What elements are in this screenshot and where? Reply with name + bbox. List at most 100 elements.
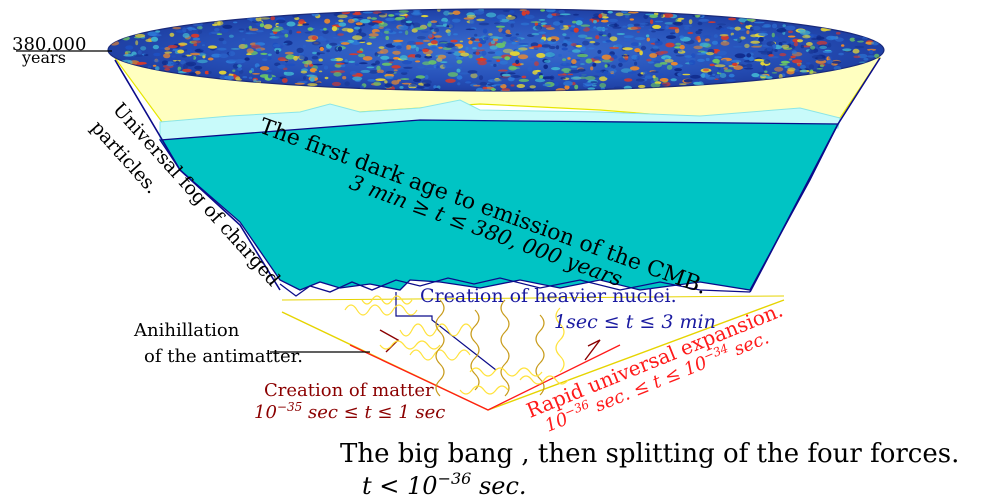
cmb-speckle-dot	[388, 30, 394, 33]
cmb-speckle-dot	[652, 46, 659, 50]
cmb-speckle-dot	[765, 76, 773, 79]
cmb-speckle-dot	[459, 40, 464, 43]
cmb-speckle-dot	[447, 72, 459, 77]
cmb-speckle-dot	[723, 67, 728, 70]
cmb-speckle-dot	[560, 77, 566, 80]
cmb-speckle-dot	[688, 19, 693, 25]
cmb-speckle-dot	[201, 44, 206, 47]
cmb-speckle-dot	[799, 30, 811, 35]
cmb-speckle-dot	[216, 47, 227, 51]
cmb-speckle-dot	[800, 44, 804, 49]
cmb-speckle-dot	[495, 42, 506, 49]
cmb-speckle-dot	[368, 36, 377, 39]
cmb-speckle-dot	[449, 23, 455, 29]
cmb-speckle-dot	[352, 12, 362, 16]
cmb-speckle-dot	[624, 55, 629, 61]
cmb-speckle-dot	[519, 9, 528, 12]
cmb-speckle-dot	[510, 84, 515, 87]
cmb-speckle-dot	[571, 33, 576, 38]
cmb-speckle-dot	[368, 33, 379, 37]
cmb-speckle-dot	[454, 43, 463, 47]
cmb-speckle-dot	[424, 55, 433, 59]
cmb-speckle-dot	[625, 14, 629, 19]
cmb-speckle-dot	[228, 51, 236, 57]
cmb-speckle-dot	[510, 75, 521, 78]
cmb-speckle-dot	[524, 14, 535, 20]
cmb-speckle-dot	[190, 40, 202, 44]
cmb-speckle-dot	[153, 52, 161, 57]
cmb-speckle-dot	[218, 53, 229, 59]
matter-title-label: Creation of matter	[264, 380, 434, 401]
cmb-speckle-dot	[354, 19, 362, 22]
cmb-speckle-dot	[706, 76, 716, 80]
cmb-speckle-dot	[490, 88, 496, 91]
cmb-speckle-dot	[612, 26, 622, 29]
cmb-speckle-dot	[259, 23, 265, 28]
cmb-speckle-dot	[270, 16, 276, 21]
cmb-speckle-dot	[182, 68, 192, 73]
cmb-speckle-dot	[695, 36, 701, 41]
cmb-speckle-dot	[630, 26, 642, 30]
cmb-speckle-dot	[337, 14, 348, 19]
cmb-speckle-dot	[377, 22, 388, 27]
cmb-speckle-dot	[335, 22, 340, 25]
cmb-speckle-dot	[218, 70, 227, 75]
cmb-speckle-dot	[411, 12, 423, 16]
cmb-speckle-dot	[564, 84, 570, 90]
cmb-speckle-dot	[871, 41, 879, 46]
cmb-speckle-dot	[437, 43, 449, 47]
cmb-speckle-dot	[466, 14, 477, 19]
cmb-speckle-dot	[371, 25, 378, 29]
cmb-speckle-dot	[806, 42, 813, 46]
cmb-speckle-dot	[629, 18, 634, 21]
cmb-speckle-dot	[400, 78, 410, 80]
cmb-speckle-dot	[674, 68, 682, 72]
cmb-speckle-dot	[392, 50, 401, 55]
cmb-speckle-dot	[643, 14, 649, 20]
cmb-speckle-dot	[456, 59, 463, 64]
cmb-speckle-dot	[695, 30, 702, 35]
cmb-speckle-dot	[388, 61, 394, 64]
cmb-speckle-dot	[348, 53, 359, 56]
cmb-speckle-dot	[737, 63, 744, 66]
cmb-speckle-dot	[436, 85, 441, 89]
cmb-speckle-dot	[490, 40, 496, 45]
cmb-speckle-dot	[648, 38, 659, 43]
cmb-speckle-dot	[698, 18, 710, 22]
cmb-speckle-dot	[354, 26, 361, 30]
cmb-speckle-dot	[340, 42, 350, 45]
cmb-speckle-dot	[527, 66, 533, 72]
cmb-speckle-dot	[753, 43, 760, 46]
cmb-speckle-dot	[598, 13, 603, 19]
cmb-speckle-dot	[538, 19, 546, 21]
cmb-speckle-dot	[609, 57, 614, 61]
cmb-speckle-dot	[194, 65, 203, 70]
cmb-speckle-dot	[505, 29, 511, 34]
cmb-speckle-dot	[352, 76, 363, 81]
cmb-speckle-dot	[544, 48, 550, 52]
cmb-speckle-dot	[125, 50, 131, 54]
cmb-speckle-dot	[636, 31, 640, 33]
cmb-speckle-dot	[690, 74, 701, 79]
cmb-speckle-dot	[670, 78, 677, 82]
cmb-speckle-dot	[802, 45, 811, 48]
cmb-speckle-dot	[263, 63, 268, 67]
cmb-speckle-dot	[771, 72, 778, 74]
cmb-speckle-dot	[483, 36, 489, 41]
cmb-speckle-dot	[224, 75, 235, 81]
cmb-speckle-dot	[568, 69, 580, 74]
cmb-speckle-dot	[743, 67, 754, 70]
cmb-speckle-dot	[791, 50, 797, 55]
cmb-speckle-dot	[394, 27, 398, 31]
cmb-speckle-dot	[647, 61, 654, 64]
cmb-speckle-dot	[719, 27, 728, 32]
cmb-speckle-dot	[672, 22, 681, 25]
cmb-speckle-dot	[366, 42, 372, 45]
cmb-speckle-dot	[467, 70, 478, 74]
cmb-speckle-dot	[806, 62, 811, 65]
cmb-speckle-dot	[645, 74, 652, 79]
cmb-speckle-dot	[854, 45, 865, 49]
cmb-speckle-dot	[659, 62, 668, 65]
cmb-speckle-dot	[375, 78, 386, 81]
